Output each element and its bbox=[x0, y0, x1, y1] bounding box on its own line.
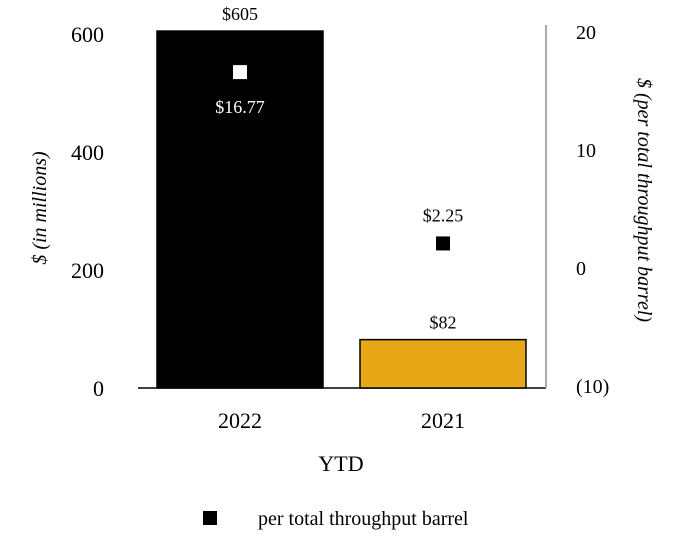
x-axis-label: YTD bbox=[318, 451, 363, 476]
y2-tick-label: 0 bbox=[576, 258, 586, 280]
point-labels: $16.77 $2.25 bbox=[215, 97, 463, 225]
legend: per total throughput barrel bbox=[203, 508, 469, 530]
y2-axis-label: $ (per total throughput barrel) bbox=[633, 78, 655, 322]
bars bbox=[156, 30, 527, 389]
bar-value-label: $82 bbox=[430, 313, 457, 333]
points bbox=[233, 65, 450, 251]
y2-axis-ticks: (10) 0 10 20 bbox=[576, 22, 609, 398]
y-tick-label: 0 bbox=[93, 376, 104, 401]
y2-tick-label: 20 bbox=[576, 22, 596, 44]
point-value-label: $2.25 bbox=[423, 205, 464, 225]
y-axis-ticks: 0 200 400 600 bbox=[71, 22, 104, 401]
legend-marker bbox=[203, 511, 217, 525]
plot-area: $605 $82 $16.77 $2.25 bbox=[138, 4, 547, 389]
point-value-label: $16.77 bbox=[215, 97, 265, 117]
bar-value-label: $605 bbox=[222, 4, 258, 24]
x-tick-label: 2022 bbox=[218, 408, 262, 433]
bar-2022 bbox=[156, 30, 324, 389]
legend-label: per total throughput barrel bbox=[258, 508, 469, 530]
y2-tick-label: (10) bbox=[576, 376, 609, 398]
y-tick-label: 400 bbox=[71, 140, 104, 165]
y-tick-label: 600 bbox=[71, 22, 104, 47]
bar-labels: $605 $82 bbox=[222, 4, 457, 333]
bar-2021 bbox=[359, 338, 527, 389]
y-tick-label: 200 bbox=[71, 258, 104, 283]
y-axis-label: $ (in millions) bbox=[29, 151, 51, 265]
x-axis-ticks: 2022 2021 bbox=[218, 408, 465, 433]
point-2021 bbox=[436, 236, 450, 251]
y2-tick-label: 10 bbox=[576, 140, 596, 162]
point-2022 bbox=[233, 65, 247, 80]
x-tick-label: 2021 bbox=[421, 408, 465, 433]
